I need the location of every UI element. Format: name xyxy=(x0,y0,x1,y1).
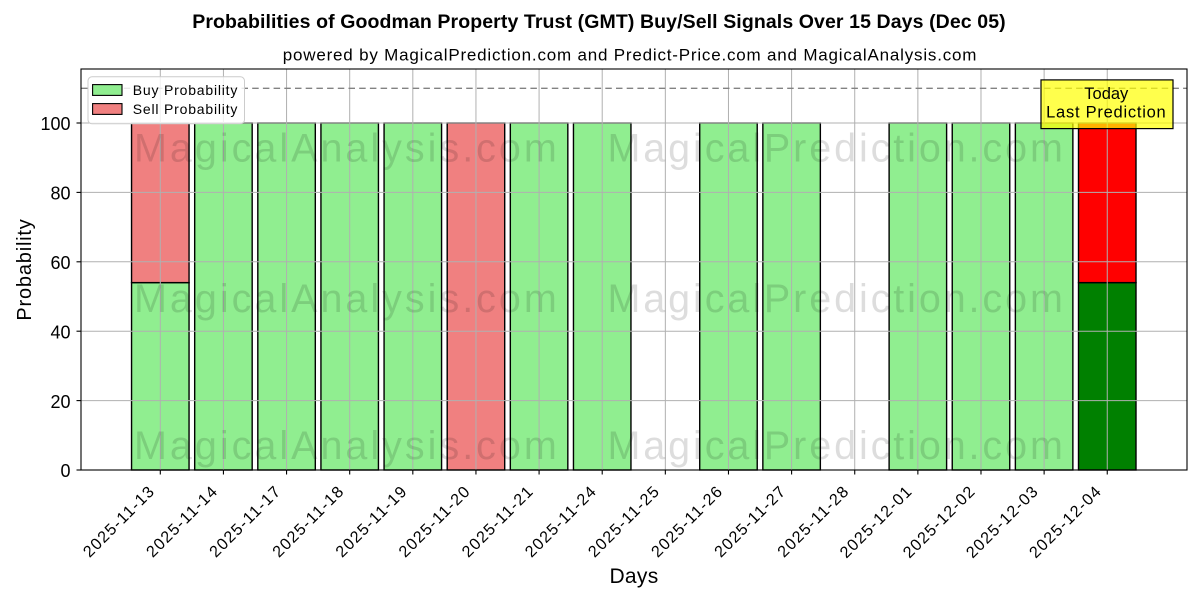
svg-text:Buy Probability: Buy Probability xyxy=(133,82,238,98)
svg-text:Sell Probability: Sell Probability xyxy=(133,101,238,117)
svg-text:Probabilities of Goodman Prope: Probabilities of Goodman Property Trust … xyxy=(192,11,1006,33)
svg-text:powered by MagicalPrediction.c: powered by MagicalPrediction.com and Pre… xyxy=(283,46,978,65)
svg-text:MagicalAnalysis.com: MagicalAnalysis.com xyxy=(134,126,560,170)
svg-text:Probability: Probability xyxy=(14,218,36,320)
svg-text:Last Prediction: Last Prediction xyxy=(1046,104,1166,122)
svg-text:MagicalAnalysis.com: MagicalAnalysis.com xyxy=(134,424,560,468)
svg-text:Days: Days xyxy=(609,565,658,588)
svg-text:20: 20 xyxy=(50,392,70,412)
svg-text:80: 80 xyxy=(50,184,70,204)
svg-text:MagicalPrediction.com: MagicalPrediction.com xyxy=(608,424,1066,468)
svg-text:100: 100 xyxy=(40,114,70,134)
svg-text:0: 0 xyxy=(60,461,70,481)
svg-text:Today: Today xyxy=(1084,85,1129,103)
svg-text:MagicalPrediction.com: MagicalPrediction.com xyxy=(608,277,1066,321)
svg-text:40: 40 xyxy=(50,322,70,342)
svg-text:MagicalAnalysis.com: MagicalAnalysis.com xyxy=(134,277,560,321)
svg-text:60: 60 xyxy=(50,253,70,273)
svg-text:MagicalPrediction.com: MagicalPrediction.com xyxy=(608,126,1066,170)
